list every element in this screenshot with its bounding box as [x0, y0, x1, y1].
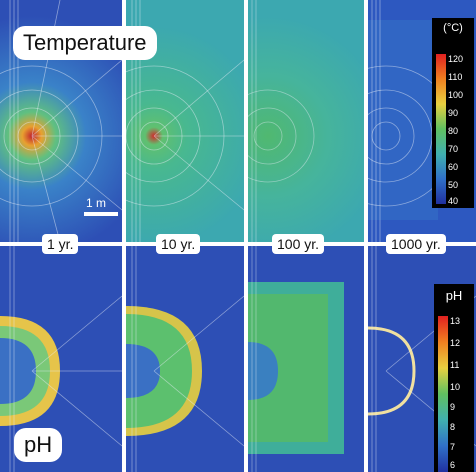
temperature-tick: 110 — [448, 72, 463, 82]
time-label-10yr: 10 yr. — [156, 234, 201, 254]
ph-tick: 6 — [450, 460, 456, 470]
temp-panel-100yr — [248, 0, 364, 242]
ph-title: pH — [14, 428, 63, 462]
temperature-tick: 120 — [448, 54, 464, 64]
ph-colorbar-unit: pH — [445, 288, 463, 303]
ph-colorbar: pH 13 12 11 10 9 8 7 6 — [434, 284, 474, 472]
temperature-tick: 40 — [448, 196, 459, 206]
temperature-tick: 60 — [448, 162, 459, 172]
ph-tick: 13 — [450, 316, 461, 326]
temperature-title: Temperature — [13, 26, 157, 60]
ph-tick: 12 — [450, 338, 461, 348]
column-divider-1 — [122, 0, 126, 472]
time-label-1000yr: 1000 yr. — [386, 234, 446, 254]
ph-tick: 11 — [450, 360, 460, 370]
temperature-colorbar: (°C) 120 110 100 90 80 70 60 50 40 — [432, 18, 474, 208]
ph-tick: 7 — [450, 442, 456, 452]
temperature-tick: 50 — [448, 180, 459, 190]
ph-tick: 8 — [450, 422, 456, 432]
temperature-colorbar-unit: (°C) — [443, 22, 463, 34]
time-label-1yr: 1 yr. — [42, 234, 79, 254]
ph-tick: 9 — [450, 402, 456, 412]
ph-panel-100yr — [248, 246, 364, 472]
ph-tick: 10 — [450, 382, 461, 392]
scale-bar-label: 1 m — [86, 196, 107, 210]
ph-panel-10yr — [126, 246, 244, 472]
temperature-tick: 70 — [448, 144, 459, 154]
row-divider — [0, 242, 476, 246]
ph-colorbar-gradient — [438, 316, 448, 472]
time-label-100yr: 100 yr. — [272, 234, 325, 254]
temperature-tick: 100 — [448, 90, 464, 100]
temperature-tick: 90 — [448, 108, 459, 118]
column-divider-2 — [244, 0, 248, 472]
ph-panel-1yr — [0, 246, 122, 472]
scale-bar — [84, 212, 118, 216]
temperature-tick: 80 — [448, 126, 459, 136]
temperature-colorbar-gradient — [436, 54, 446, 204]
column-divider-3 — [364, 0, 368, 472]
